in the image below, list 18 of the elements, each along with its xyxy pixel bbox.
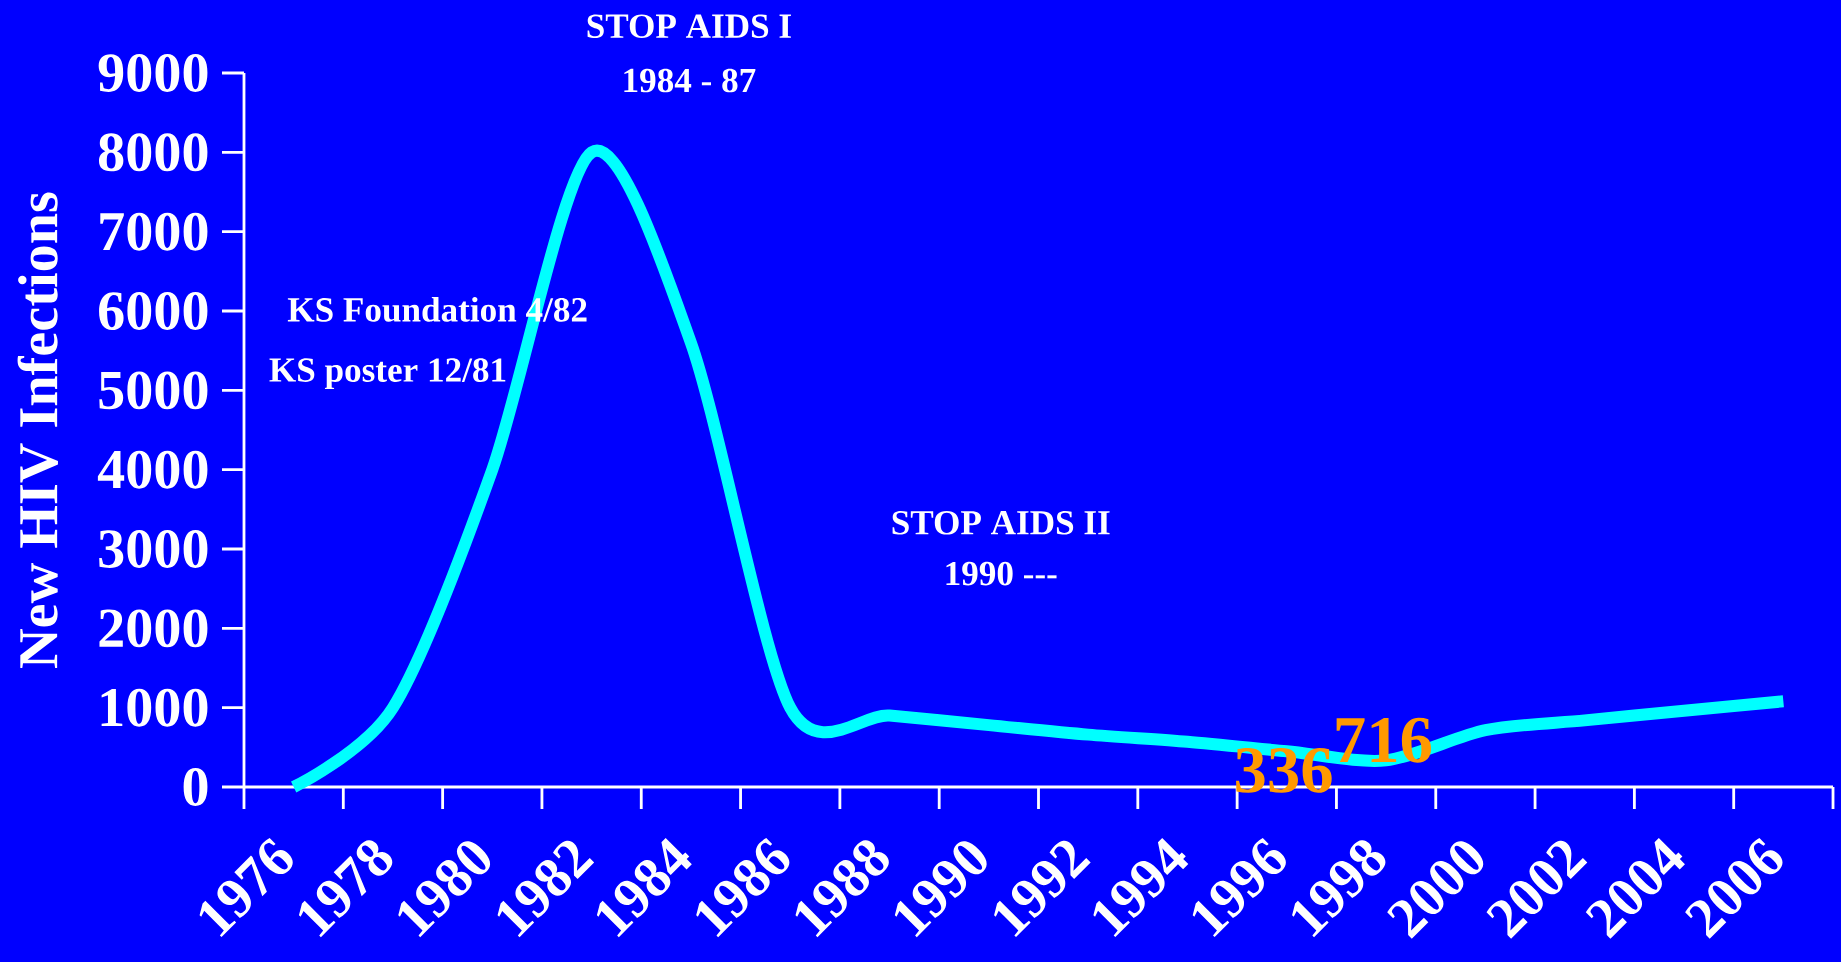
- y-axis-title: New HIV Infections: [17, 192, 58, 668]
- y-tick-label: 3000: [99, 530, 208, 568]
- y-tick-label: 1000: [101, 688, 208, 727]
- annotation: STOP AIDS II: [892, 511, 1110, 535]
- text: STOP AIDS I: [587, 14, 791, 38]
- data-label: 716: [1336, 717, 1432, 763]
- y-tick-label: 8000: [98, 133, 208, 172]
- y-tick-label: 4000: [97, 450, 208, 489]
- data-label: 336: [1236, 747, 1332, 793]
- y-tick-label: 2000: [99, 609, 208, 648]
- y-tick-label: 5000: [99, 371, 208, 410]
- y-tick-label: 9000: [98, 54, 208, 92]
- annotation: 1990 ---: [946, 561, 1057, 586]
- annotation: 1984 - 87: [624, 68, 756, 93]
- y-tick-label: 7000: [100, 212, 208, 251]
- y-tick-label: 0: [183, 768, 208, 806]
- y-tick-label: 6000: [99, 292, 208, 330]
- annotation: KS poster 12/81: [269, 358, 506, 390]
